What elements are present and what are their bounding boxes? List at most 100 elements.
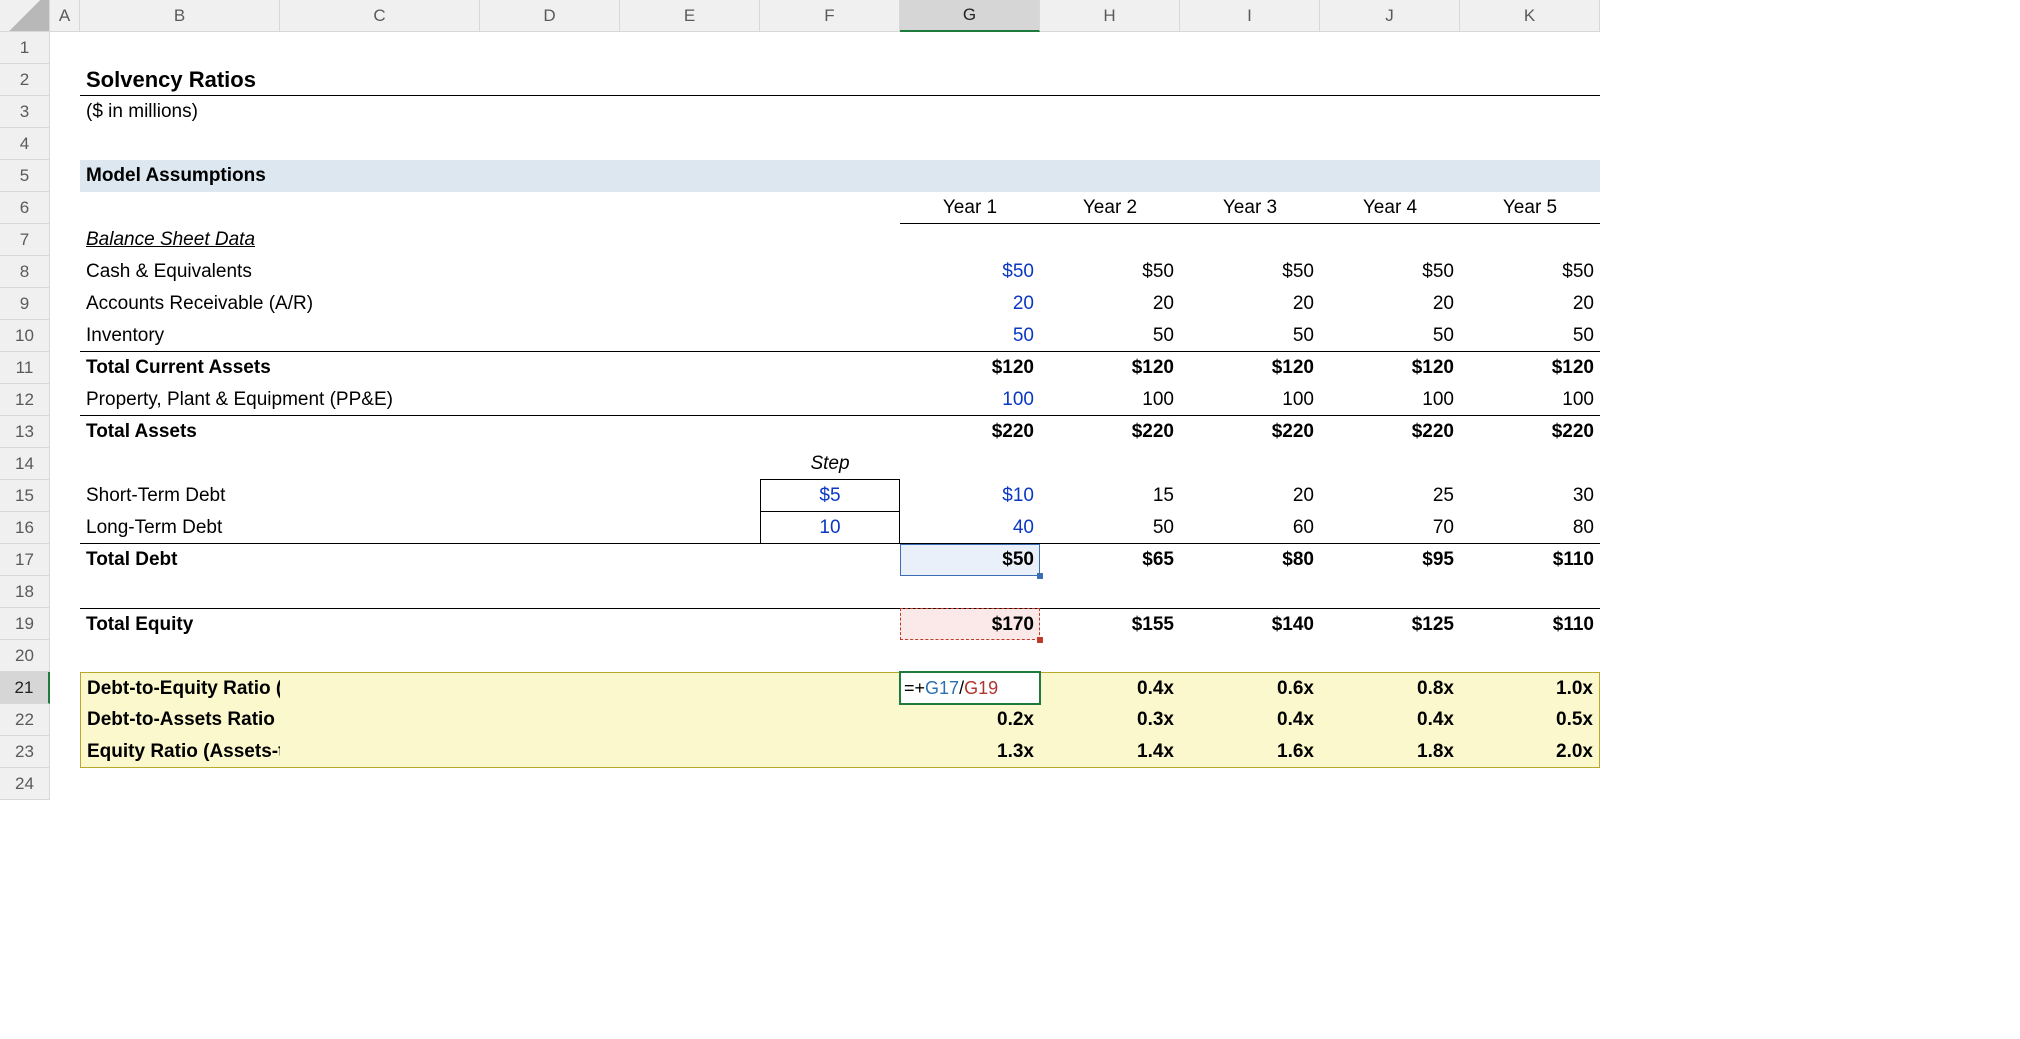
cell-D11[interactable] <box>480 352 620 384</box>
cell-D1[interactable] <box>480 32 620 64</box>
cell-C9[interactable] <box>280 288 480 320</box>
de-y2[interactable]: 0.4x <box>1040 672 1180 704</box>
cell-H14[interactable] <box>1040 448 1180 480</box>
col-header-D[interactable]: D <box>480 0 620 32</box>
cell-J4[interactable] <box>1320 128 1460 160</box>
cell-E4[interactable] <box>620 128 760 160</box>
cell-J3[interactable] <box>1320 96 1460 128</box>
tca-y4[interactable]: $120 <box>1320 352 1460 384</box>
te-y2[interactable]: $155 <box>1040 608 1180 640</box>
ppe-y1[interactable]: 100 <box>900 384 1040 416</box>
cell-E19[interactable] <box>620 608 760 640</box>
cash-y2[interactable]: $50 <box>1040 256 1180 288</box>
cell-C2[interactable] <box>280 64 480 96</box>
cell-D3[interactable] <box>480 96 620 128</box>
te-label[interactable]: Total Equity <box>80 608 280 640</box>
da-y5[interactable]: 0.5x <box>1460 704 1600 736</box>
cell-K20[interactable] <box>1460 640 1600 672</box>
cell-B4[interactable] <box>80 128 280 160</box>
ltd-y3[interactable]: 60 <box>1180 512 1320 544</box>
cell-E13[interactable] <box>620 416 760 448</box>
cell-E24[interactable] <box>620 768 760 800</box>
cell-I3[interactable] <box>1180 96 1320 128</box>
ltd-label[interactable]: Long-Term Debt <box>80 512 280 544</box>
cell-E3[interactable] <box>620 96 760 128</box>
cell-K24[interactable] <box>1460 768 1600 800</box>
col-header-E[interactable]: E <box>620 0 760 32</box>
cell-B1[interactable] <box>80 32 280 64</box>
cell-F18[interactable] <box>760 576 900 608</box>
cash-y4[interactable]: $50 <box>1320 256 1460 288</box>
cell-K4[interactable] <box>1460 128 1600 160</box>
td-y5[interactable]: $110 <box>1460 544 1600 576</box>
cell-J5[interactable] <box>1320 160 1460 192</box>
cell-F13[interactable] <box>760 416 900 448</box>
row-header-19[interactable]: 19 <box>0 608 50 640</box>
cell-D20[interactable] <box>480 640 620 672</box>
cell-D5[interactable] <box>480 160 620 192</box>
row-header-1[interactable]: 1 <box>0 32 50 64</box>
de-y5[interactable]: 1.0x <box>1460 672 1600 704</box>
cell-D13[interactable] <box>480 416 620 448</box>
tca-y2[interactable]: $120 <box>1040 352 1180 384</box>
cell-G24[interactable] <box>900 768 1040 800</box>
ltd-y1[interactable]: 40 <box>900 512 1040 544</box>
tca-y3[interactable]: $120 <box>1180 352 1320 384</box>
cell-G3[interactable] <box>900 96 1040 128</box>
cell-C6[interactable] <box>280 192 480 224</box>
cell-G20[interactable] <box>900 640 1040 672</box>
cell-D12[interactable] <box>480 384 620 416</box>
cell-K18[interactable] <box>1460 576 1600 608</box>
row-header-20[interactable]: 20 <box>0 640 50 672</box>
row-header-3[interactable]: 3 <box>0 96 50 128</box>
cell-A13[interactable] <box>50 416 80 448</box>
cell-I2[interactable] <box>1180 64 1320 96</box>
er-y1[interactable]: 1.3x <box>900 736 1040 768</box>
cell-E18[interactable] <box>620 576 760 608</box>
cell-A7[interactable] <box>50 224 80 256</box>
cell-H1[interactable] <box>1040 32 1180 64</box>
cell-J20[interactable] <box>1320 640 1460 672</box>
er-y4[interactable]: 1.8x <box>1320 736 1460 768</box>
da-y2[interactable]: 0.3x <box>1040 704 1180 736</box>
row-header-6[interactable]: 6 <box>0 192 50 224</box>
cell-E9[interactable] <box>620 288 760 320</box>
ppe-y4[interactable]: 100 <box>1320 384 1460 416</box>
cell-D4[interactable] <box>480 128 620 160</box>
de-y4[interactable]: 0.8x <box>1320 672 1460 704</box>
cell-F4[interactable] <box>760 128 900 160</box>
ar-y5[interactable]: 20 <box>1460 288 1600 320</box>
std-y1[interactable]: $10 <box>900 480 1040 512</box>
inv-label[interactable]: Inventory <box>80 320 280 352</box>
cell-D16[interactable] <box>480 512 620 544</box>
cell-C1[interactable] <box>280 32 480 64</box>
ar-y1[interactable]: 20 <box>900 288 1040 320</box>
cell-A11[interactable] <box>50 352 80 384</box>
spreadsheet-grid[interactable]: A B C D E F G H I J K 1 2 Solvency Ratio… <box>0 0 2020 800</box>
cell-K1[interactable] <box>1460 32 1600 64</box>
select-all-corner[interactable] <box>0 0 50 32</box>
cell-E1[interactable] <box>620 32 760 64</box>
cell-J1[interactable] <box>1320 32 1460 64</box>
cell-H3[interactable] <box>1040 96 1180 128</box>
cell-H5[interactable] <box>1040 160 1180 192</box>
cash-y1[interactable]: $50 <box>900 256 1040 288</box>
cell-F12[interactable] <box>760 384 900 416</box>
cell-A4[interactable] <box>50 128 80 160</box>
cell-K5[interactable] <box>1460 160 1600 192</box>
cell-F8[interactable] <box>760 256 900 288</box>
cell-D21[interactable] <box>480 672 620 704</box>
cell-D15[interactable] <box>480 480 620 512</box>
tca-y1[interactable]: $120 <box>900 352 1040 384</box>
cell-E12[interactable] <box>620 384 760 416</box>
ar-label[interactable]: Accounts Receivable (A/R) <box>80 288 280 320</box>
col-header-F[interactable]: F <box>760 0 900 32</box>
cell-I14[interactable] <box>1180 448 1320 480</box>
cell-H7[interactable] <box>1040 224 1180 256</box>
cell-C24[interactable] <box>280 768 480 800</box>
cell-K14[interactable] <box>1460 448 1600 480</box>
row-header-11[interactable]: 11 <box>0 352 50 384</box>
cell-D9[interactable] <box>480 288 620 320</box>
de-y3[interactable]: 0.6x <box>1180 672 1320 704</box>
te-y3[interactable]: $140 <box>1180 608 1320 640</box>
